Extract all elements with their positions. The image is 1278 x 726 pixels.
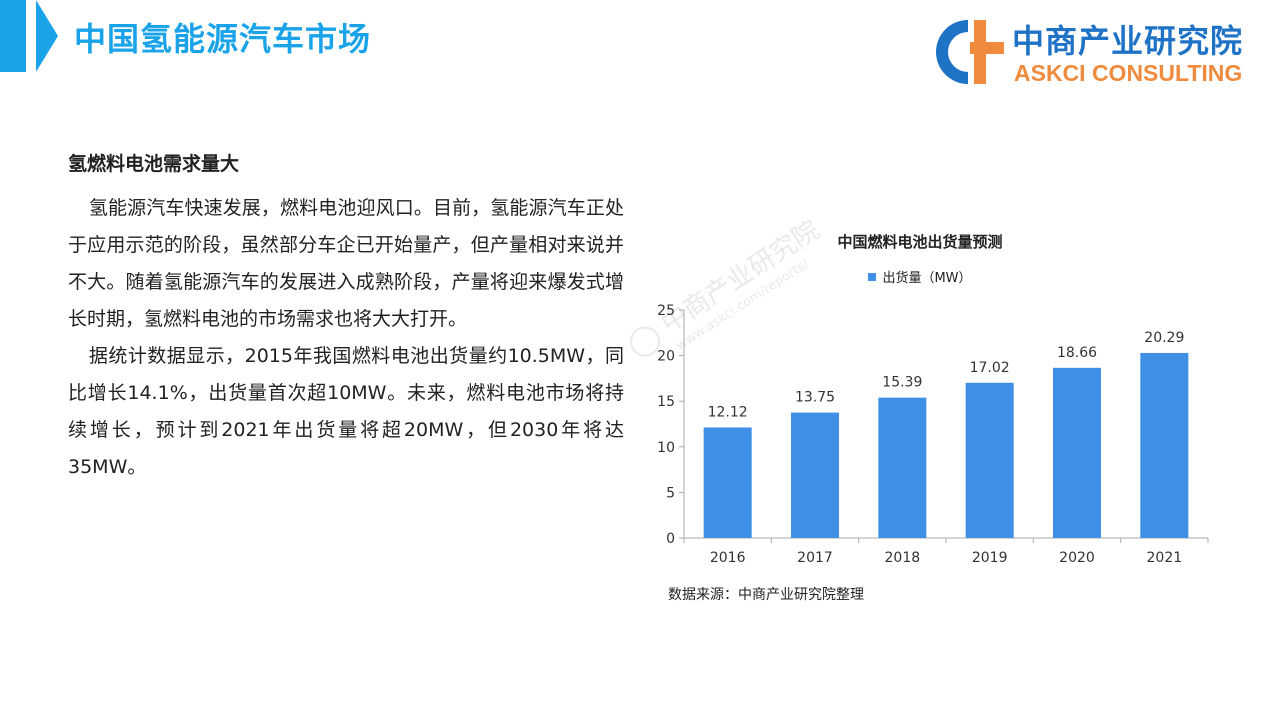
data-label: 20.29 [1144,330,1184,346]
article: 氢燃料电池需求量大 氢能源汽车快速发展，燃料电池迎风口。目前，氢能源汽车正处于应… [68,146,624,486]
article-paragraph: 据统计数据显示，2015年我国燃料电池出货量约10.5MW，同比增长14.1%，… [68,345,624,478]
askci-logo-icon [936,20,1004,84]
bar [965,382,1014,538]
data-label: 17.02 [970,360,1010,376]
y-tick-label: 20 [657,349,675,365]
logo-name: 中商产业研究院 [1012,22,1244,60]
x-tick-label: 2019 [972,550,1008,566]
x-tick-label: 2018 [885,550,921,566]
legend-label: 出货量（MW） [882,271,972,286]
chart-plot: 0 5 10 15 20 25 12.12 2016 13.75 2017 15.39 2018 17.… [657,303,1209,566]
data-label: 15.39 [882,375,922,391]
data-label: 18.66 [1057,345,1097,361]
title-accent-shape [0,0,58,72]
y-tick-label: 5 [666,485,675,501]
company-logo: 中商产业研究院 ASKCI CONSULTING [930,14,1275,90]
data-label: 12.12 [708,404,748,420]
x-tick-label: 2021 [1147,550,1183,566]
legend-swatch [868,273,877,281]
y-tick-label: 15 [657,394,675,410]
y-tick-label: 10 [657,440,675,456]
y-tick-label: 0 [666,531,675,547]
chart-title: 中国燃料电池出货量预测 [837,233,1003,251]
data-label: 13.75 [795,390,835,406]
bar [1140,352,1189,538]
bar-chart: 中国燃料电池出货量预测 出货量（MW） 中商产业研究院 www.askci.co… [620,220,1260,620]
x-tick-label: 2020 [1059,550,1095,566]
article-paragraph: 氢能源汽车快速发展，燃料电池迎风口。目前，氢能源汽车正处于应用示范的阶段，虽然部… [68,197,624,330]
article-heading: 氢燃料电池需求量大 [68,153,240,175]
y-tick-label: 25 [657,303,675,319]
chart-legend: 出货量（MW） [620,267,1220,286]
x-tick-label: 2017 [797,550,833,566]
bar [703,427,752,538]
bar [878,397,927,538]
bar [790,412,840,538]
bar [1052,367,1102,538]
logo-subname: ASKCI CONSULTING [1014,60,1243,86]
source-note: 数据来源：中商产业研究院整理 [668,587,864,603]
page-title: 中国氢能源汽车市场 [74,20,372,58]
x-tick-label: 2016 [710,550,746,566]
